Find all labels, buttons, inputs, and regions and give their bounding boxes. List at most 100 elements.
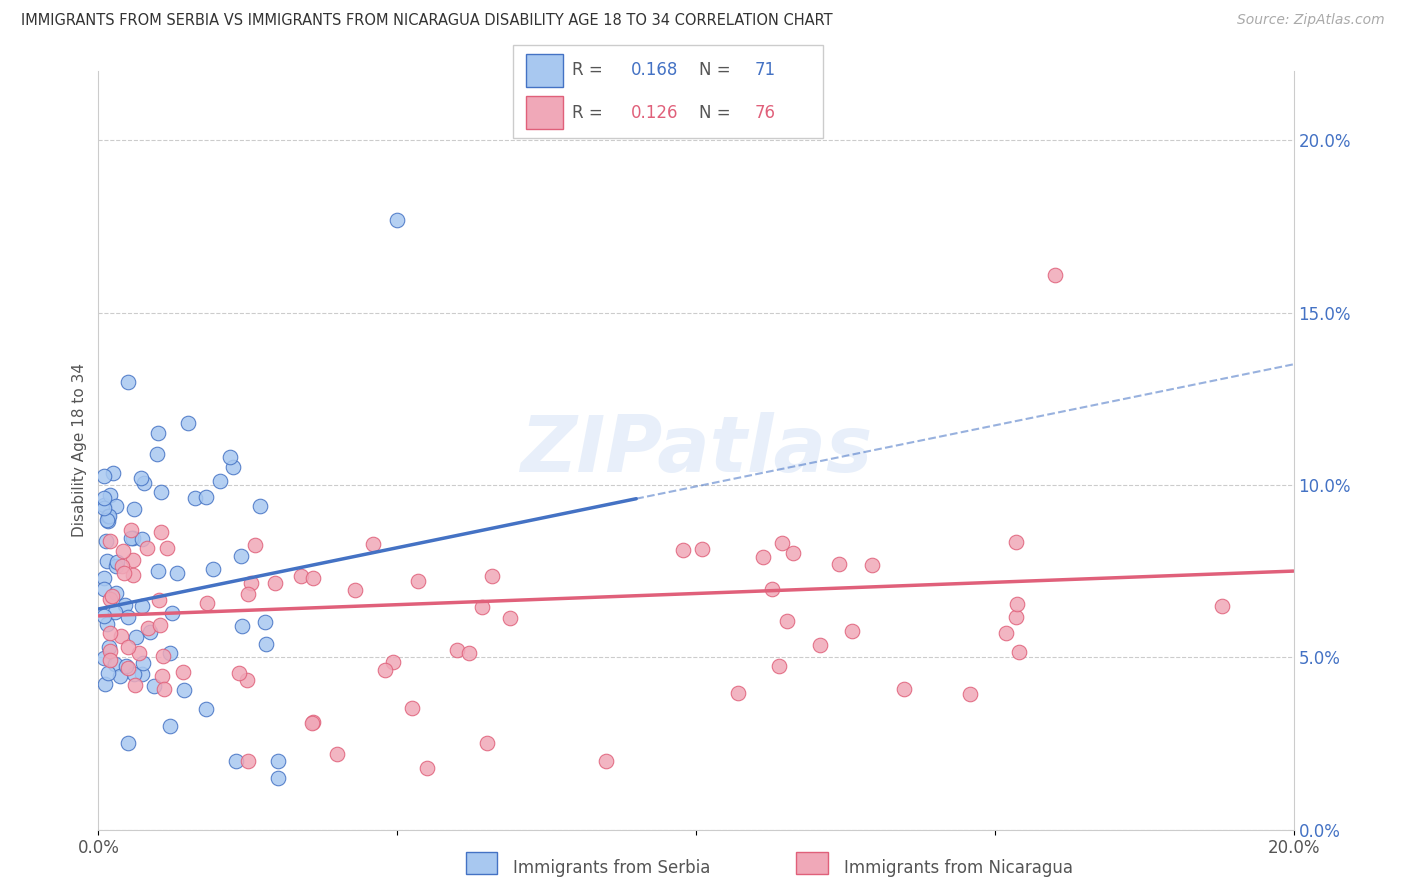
- Point: [209, 475, 232, 489]
- Point: [225, 754, 247, 768]
- Point: [160, 607, 183, 621]
- Point: [97, 508, 120, 523]
- Point: [105, 585, 128, 599]
- Point: [995, 625, 1018, 640]
- Point: [156, 541, 179, 555]
- Point: [1005, 534, 1028, 549]
- Bar: [796, 852, 828, 874]
- Point: [139, 624, 162, 639]
- Point: [808, 638, 831, 652]
- Point: [1005, 609, 1028, 624]
- Point: [229, 549, 252, 564]
- Point: [120, 523, 142, 537]
- Point: [98, 533, 122, 548]
- Point: [406, 574, 429, 588]
- Point: [132, 656, 155, 670]
- Text: 71: 71: [755, 62, 776, 79]
- Text: ZIPatlas: ZIPatlas: [520, 412, 872, 489]
- Point: [150, 525, 173, 540]
- Point: [98, 488, 121, 502]
- Point: [122, 568, 145, 582]
- Point: [97, 666, 120, 681]
- Point: [672, 543, 695, 558]
- Point: [254, 637, 277, 651]
- Point: [124, 678, 146, 692]
- Point: [128, 646, 150, 660]
- Point: [183, 491, 205, 505]
- Point: [93, 501, 115, 516]
- Point: [202, 562, 225, 576]
- Point: [326, 747, 349, 761]
- Point: [131, 666, 153, 681]
- Point: [114, 599, 136, 613]
- Point: [236, 754, 259, 768]
- Point: [177, 416, 200, 430]
- Point: [959, 687, 981, 701]
- Point: [841, 624, 863, 638]
- Point: [117, 609, 139, 624]
- Text: Source: ZipAtlas.com: Source: ZipAtlas.com: [1237, 13, 1385, 28]
- Point: [173, 683, 195, 698]
- Point: [110, 669, 132, 683]
- Point: [267, 754, 290, 768]
- Point: [110, 629, 132, 643]
- Point: [301, 716, 323, 731]
- Point: [231, 619, 253, 633]
- Point: [122, 666, 145, 681]
- Point: [110, 559, 132, 574]
- Point: [893, 682, 915, 697]
- Point: [240, 575, 263, 590]
- Bar: [526, 54, 562, 87]
- Point: [381, 655, 404, 669]
- Point: [374, 664, 396, 678]
- Point: [153, 681, 176, 696]
- Point: [93, 608, 115, 623]
- Text: 0.168: 0.168: [631, 62, 678, 79]
- Point: [146, 447, 169, 461]
- Point: [690, 541, 713, 556]
- Point: [150, 484, 173, 499]
- Point: [152, 648, 174, 663]
- Point: [416, 760, 439, 774]
- Point: [93, 582, 115, 596]
- Point: [770, 536, 793, 550]
- Point: [195, 597, 218, 611]
- Point: [117, 661, 139, 675]
- Point: [475, 736, 498, 750]
- Point: [290, 569, 312, 583]
- Point: [98, 652, 122, 666]
- Point: [117, 375, 139, 389]
- Point: [142, 679, 165, 693]
- Point: [595, 754, 617, 768]
- Text: N =: N =: [699, 62, 735, 79]
- Y-axis label: Disability Age 18 to 34: Disability Age 18 to 34: [72, 363, 87, 538]
- Point: [104, 499, 127, 513]
- Point: [768, 659, 790, 673]
- Text: R =: R =: [572, 62, 607, 79]
- Point: [94, 534, 117, 549]
- Point: [98, 644, 122, 658]
- Point: [1211, 599, 1233, 613]
- Point: [104, 558, 127, 573]
- Point: [499, 611, 522, 625]
- Point: [93, 571, 115, 585]
- Point: [117, 640, 139, 655]
- Point: [776, 614, 799, 628]
- Point: [236, 673, 259, 687]
- Point: [782, 546, 804, 560]
- Point: [828, 558, 851, 572]
- Point: [458, 646, 481, 660]
- Point: [96, 513, 118, 527]
- Point: [301, 714, 323, 729]
- Point: [159, 719, 181, 733]
- Bar: [526, 96, 562, 129]
- Bar: [465, 852, 498, 874]
- Point: [131, 471, 153, 485]
- Point: [761, 582, 783, 597]
- Point: [149, 618, 172, 632]
- Point: [446, 643, 468, 657]
- Point: [97, 514, 120, 528]
- Point: [159, 646, 181, 660]
- Point: [104, 657, 127, 671]
- Point: [101, 466, 124, 480]
